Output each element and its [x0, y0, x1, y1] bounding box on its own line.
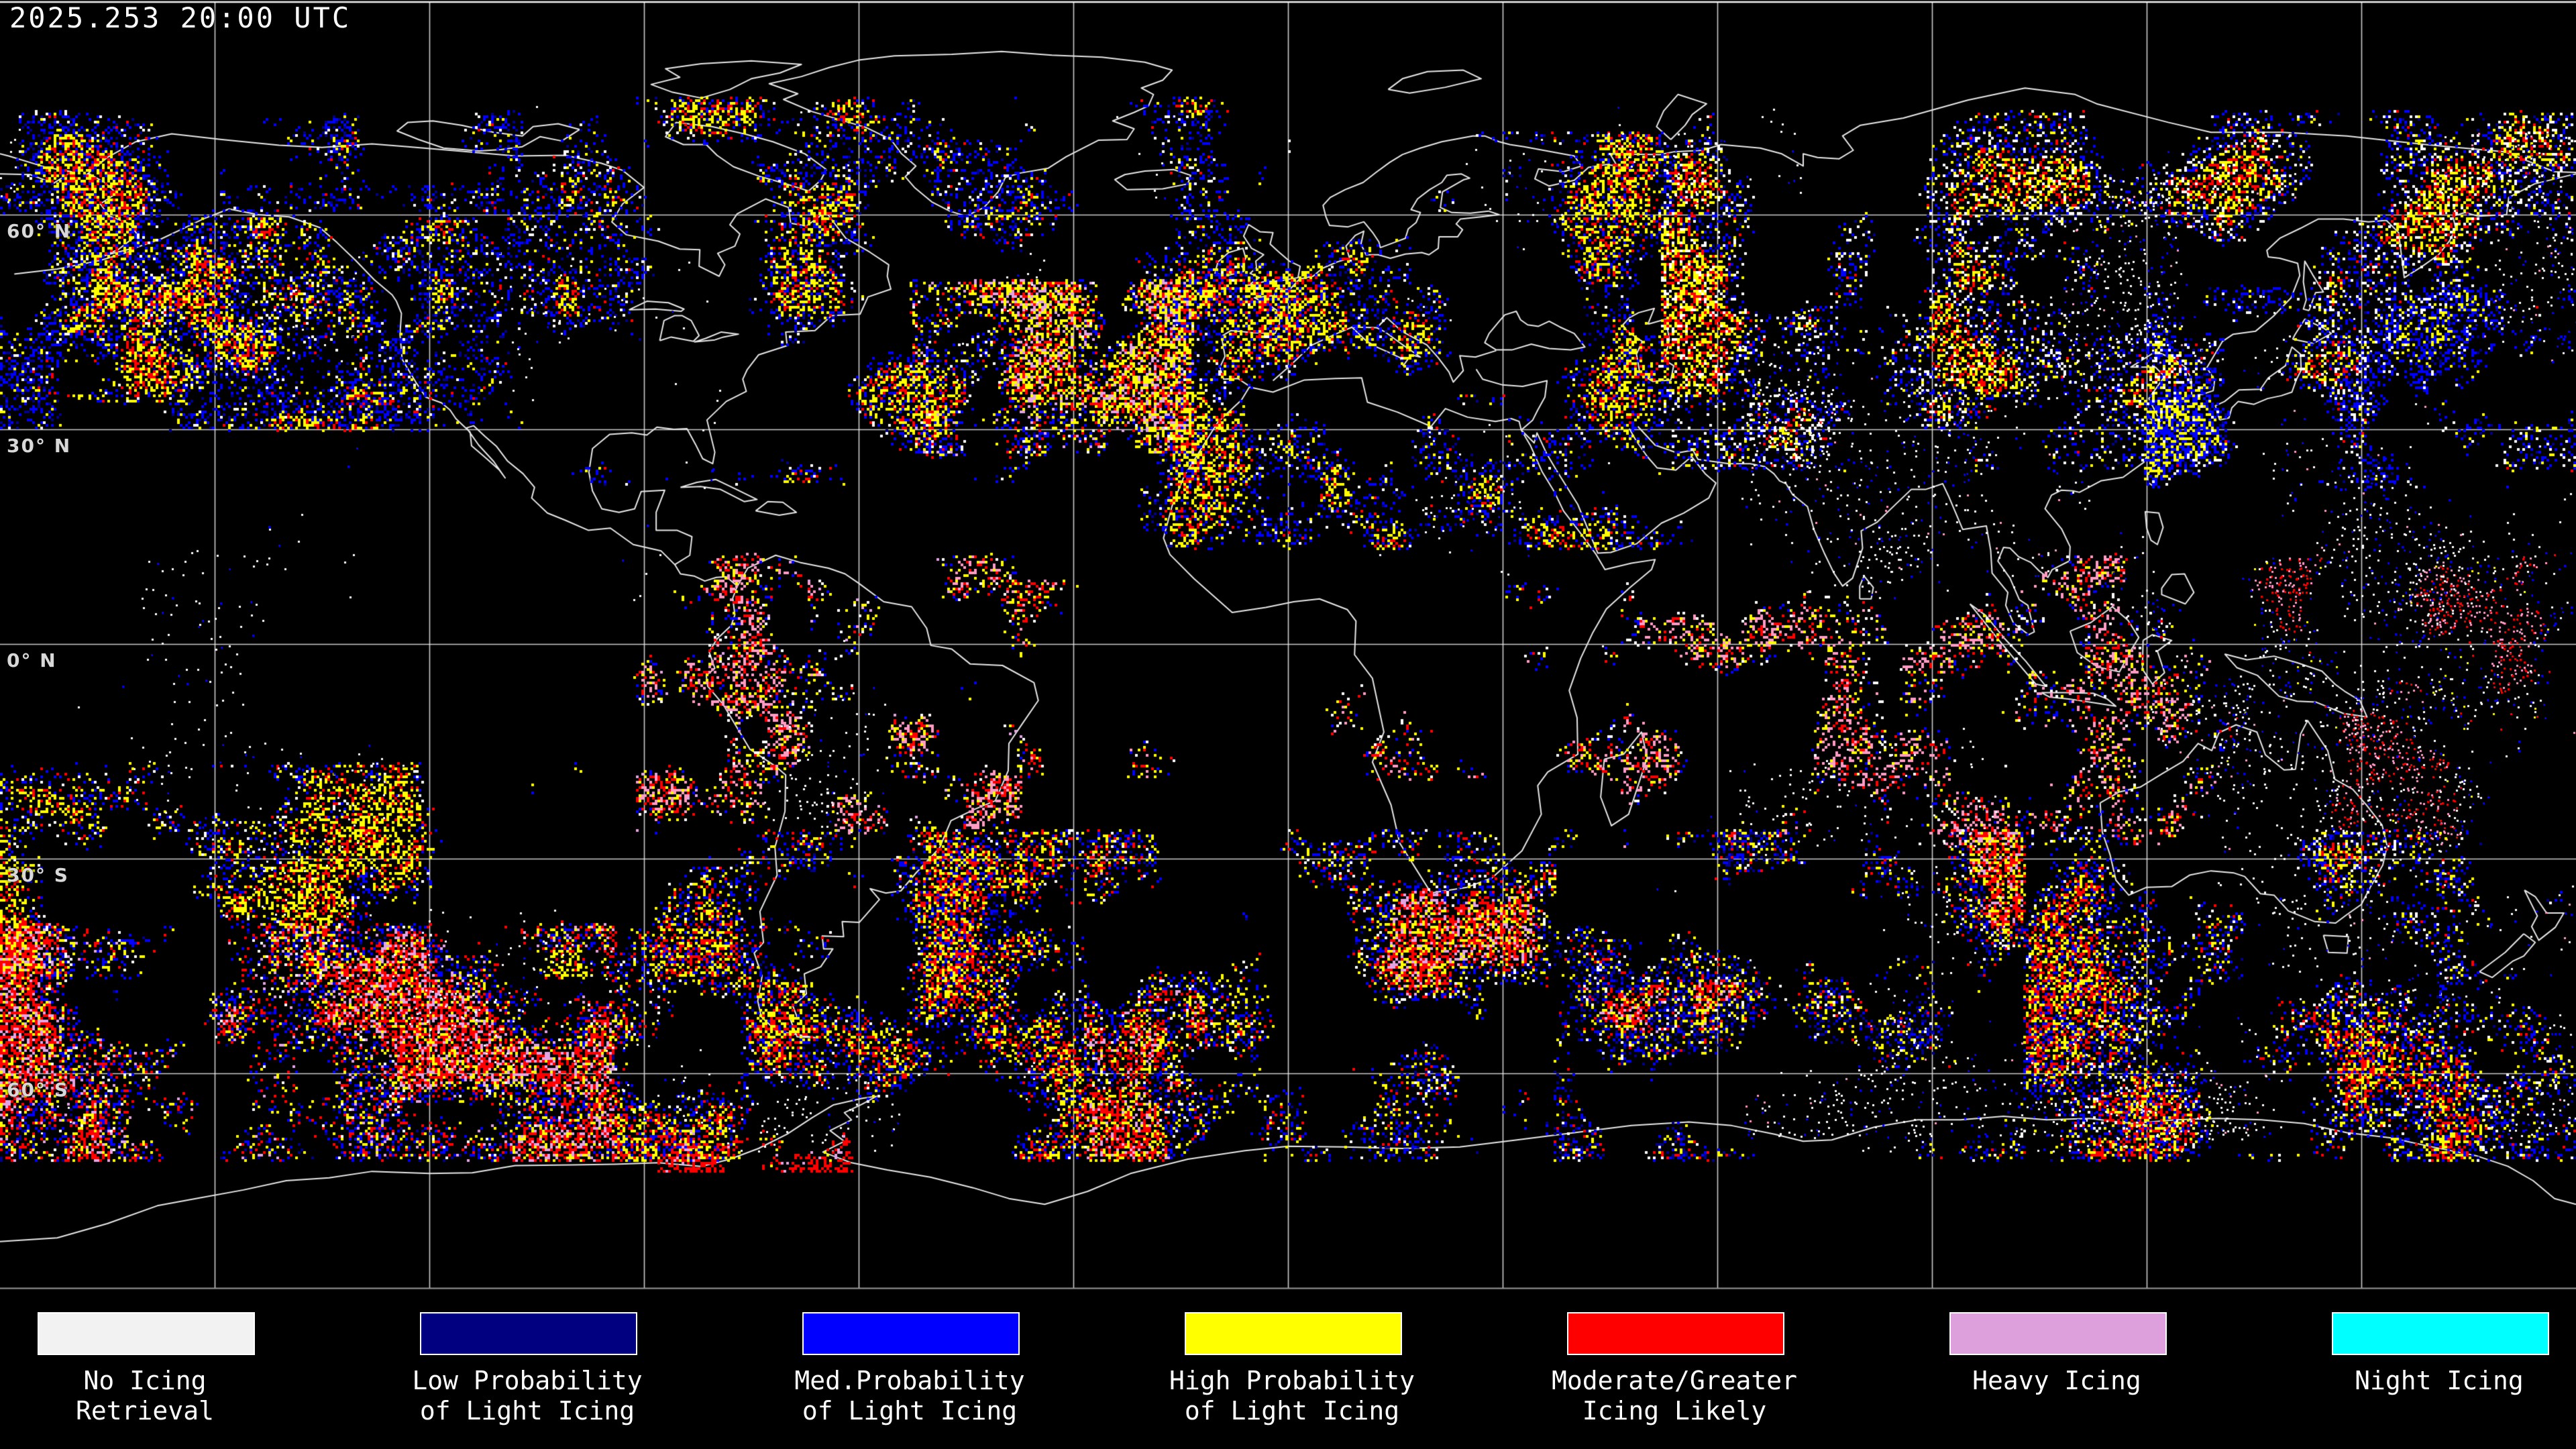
legend-swatch	[420, 1312, 637, 1355]
legend-label: High Probability of Light Icing	[1169, 1366, 1415, 1426]
latitude-label: 0° N	[7, 649, 57, 672]
legend-label: Heavy Icing	[1972, 1366, 2141, 1395]
latitude-label: 60° S	[7, 1079, 69, 1101]
legend-swatch	[1185, 1312, 1402, 1355]
legend-swatch	[802, 1312, 1020, 1355]
latitude-label: 30° N	[7, 435, 72, 457]
legend-label: Night Icing	[2355, 1366, 2524, 1395]
latitude-label: 60° N	[7, 220, 72, 242]
legend-swatch	[1567, 1312, 1784, 1355]
legend-swatch	[1949, 1312, 2167, 1355]
legend-label: No Icing Retrieval	[76, 1366, 214, 1426]
legend-swatch	[38, 1312, 255, 1355]
world-icing-map	[0, 0, 2576, 1309]
latitude-label: 30° S	[7, 864, 69, 886]
legend-label: Low Probability of Light Icing	[412, 1366, 643, 1426]
legend-swatch	[2332, 1312, 2549, 1355]
timestamp: 2025.253 20:00 UTC	[9, 1, 352, 34]
legend-label: Med.Probability of Light Icing	[794, 1366, 1025, 1426]
legend-label: Moderate/Greater Icing Likely	[1551, 1366, 1798, 1426]
